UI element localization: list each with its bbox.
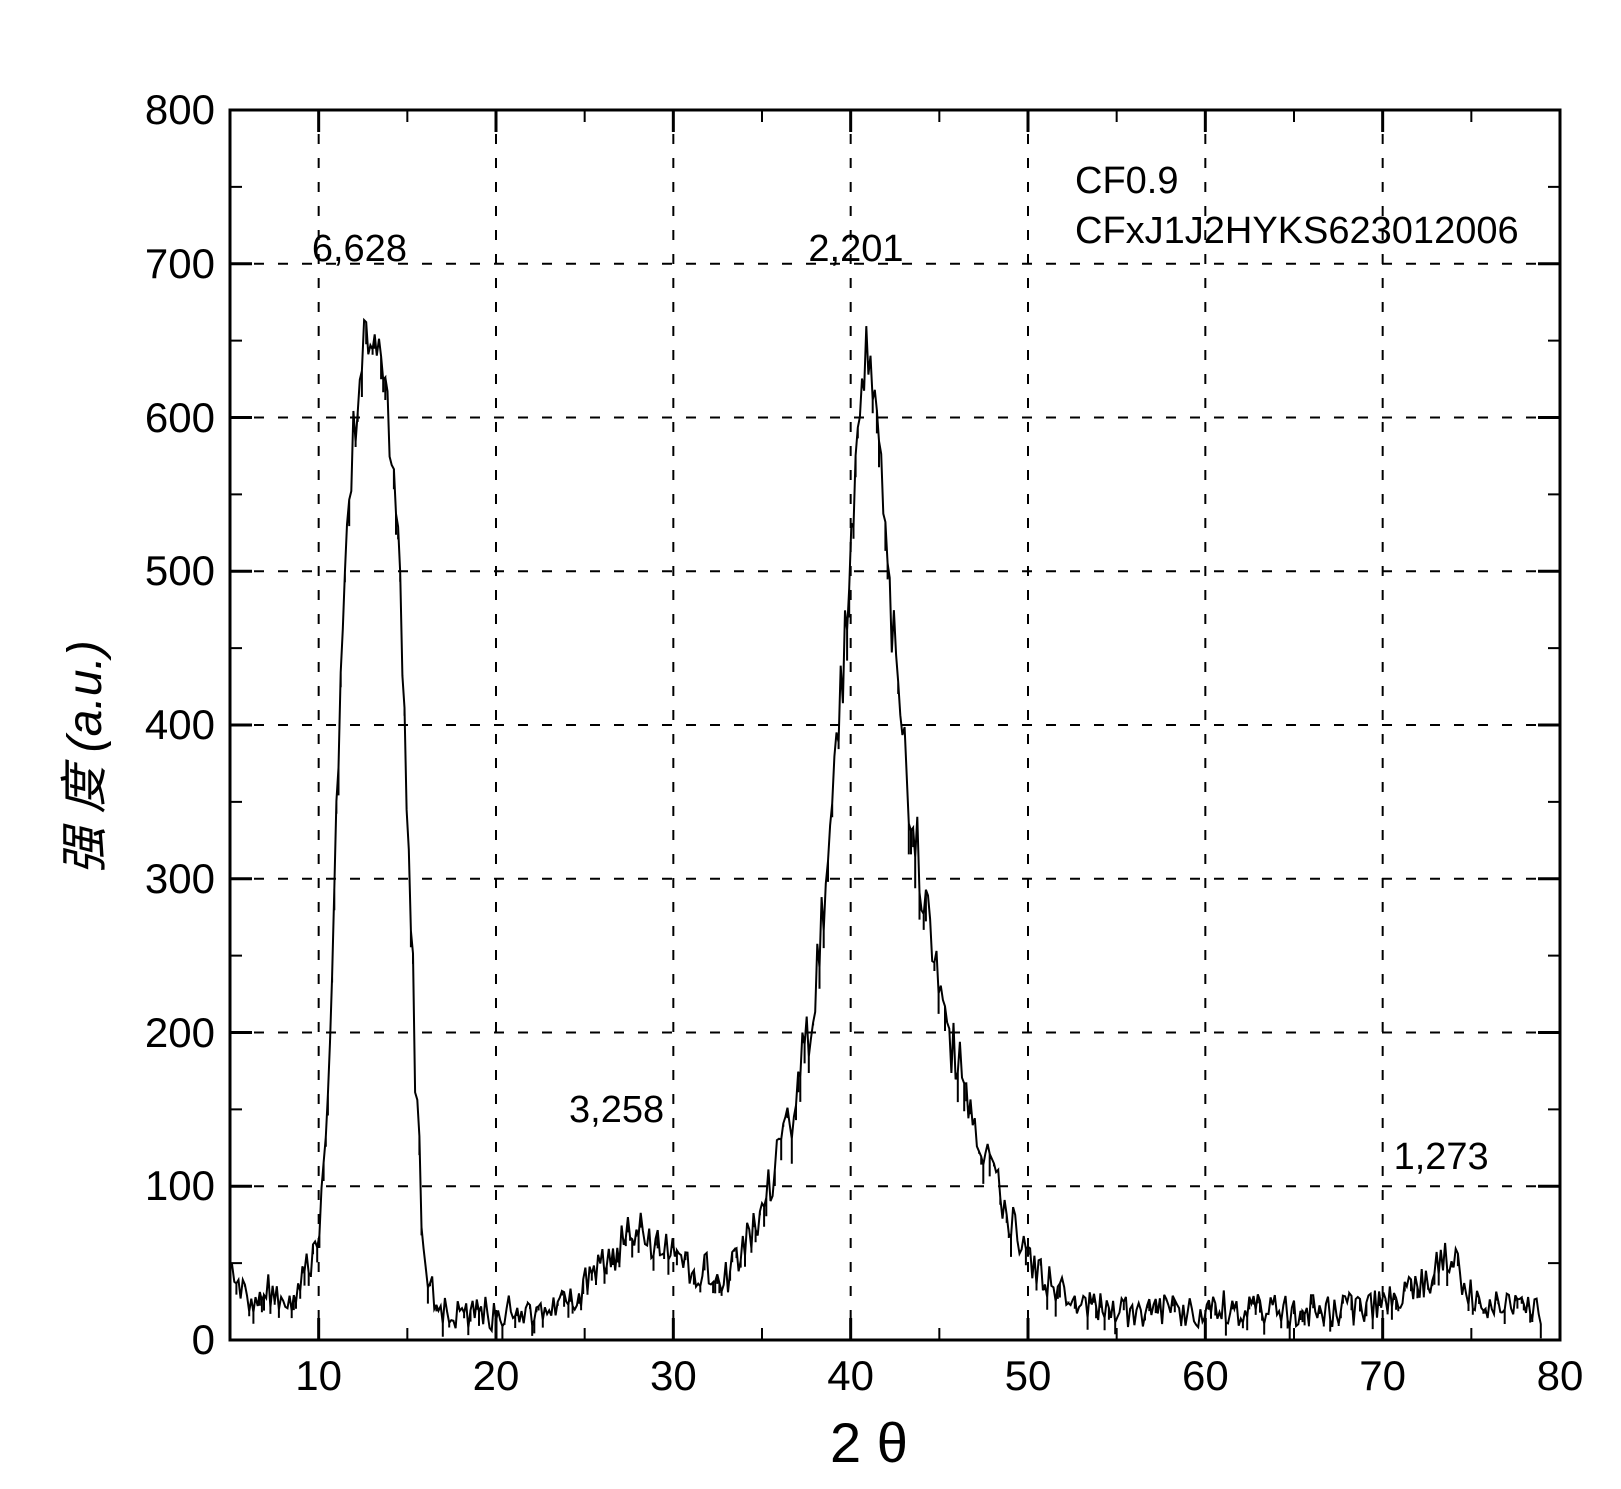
annotation-title2: CFxJ1J2HYKS623012006 (1075, 210, 1519, 253)
y-tick-label: 100 (115, 1162, 215, 1210)
y-tick-label: 400 (115, 701, 215, 749)
y-tick-label: 300 (115, 855, 215, 903)
y-tick-label: 200 (115, 1009, 215, 1057)
y-tick-label: 500 (115, 547, 215, 595)
y-tick-label: 600 (115, 394, 215, 442)
peak-label: 3,258 (569, 1089, 664, 1132)
y-axis-label: 强 度 (a.u.) (45, 595, 115, 875)
x-tick-label: 40 (811, 1352, 891, 1400)
annotation-title1: CF0.9 (1075, 160, 1178, 203)
x-tick-label: 80 (1520, 1352, 1600, 1400)
x-tick-label: 30 (633, 1352, 713, 1400)
peak-label: 2,201 (808, 228, 903, 271)
x-axis-label: 2 θ (830, 1410, 908, 1475)
y-tick-label: 0 (115, 1316, 215, 1364)
x-tick-label: 70 (1343, 1352, 1423, 1400)
x-tick-label: 20 (456, 1352, 536, 1400)
peak-label: 1,273 (1394, 1136, 1489, 1179)
x-tick-label: 50 (988, 1352, 1068, 1400)
x-tick-label: 60 (1165, 1352, 1245, 1400)
xrd-chart: 强 度 (a.u.) 2 θ 0 100 200 300 400 500 600 700 800… (0, 0, 1621, 1489)
y-tick-label: 700 (115, 240, 215, 288)
peak-label: 6,628 (312, 228, 407, 271)
y-tick-label: 800 (115, 86, 215, 134)
x-tick-label: 10 (279, 1352, 359, 1400)
